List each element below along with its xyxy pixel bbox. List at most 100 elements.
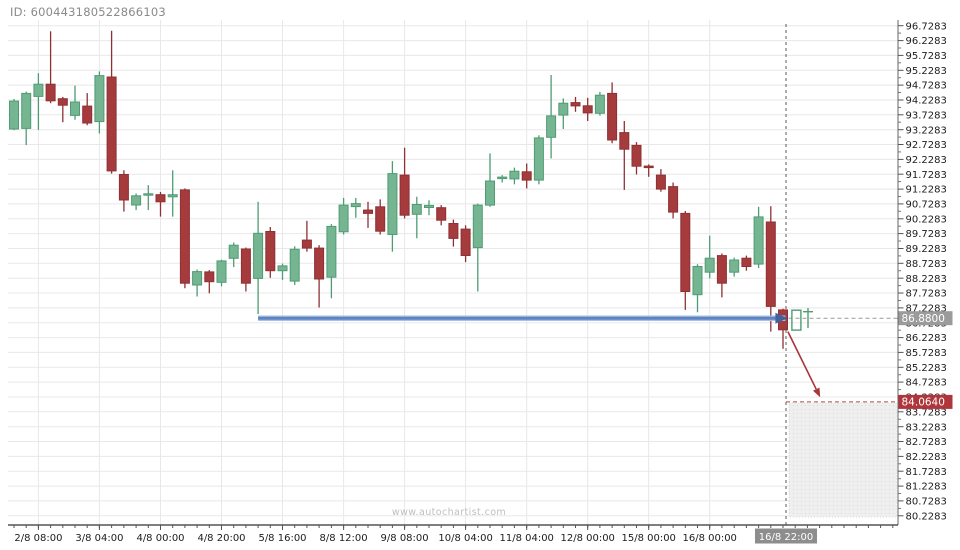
svg-text:4/8 20:00: 4/8 20:00: [197, 533, 245, 544]
candle: [350, 197, 361, 218]
svg-text:88.7283: 88.7283: [906, 259, 947, 270]
svg-text:2/8 08:00: 2/8 08:00: [14, 533, 62, 544]
svg-text:86.2283: 86.2283: [906, 333, 947, 344]
svg-text:5/8 16:00: 5/8 16:00: [258, 533, 306, 544]
candle: [546, 75, 557, 159]
price-label-forecast: 84.0640: [898, 394, 953, 409]
candle: [118, 170, 129, 212]
candle: [289, 246, 300, 285]
svg-text:96.7283: 96.7283: [906, 21, 947, 32]
candle: [228, 242, 239, 268]
candle: [106, 30, 117, 174]
svg-text:85.7283: 85.7283: [906, 348, 947, 359]
candle: [643, 164, 654, 177]
svg-text:83.7283: 83.7283: [906, 407, 947, 418]
svg-text:89.7283: 89.7283: [906, 229, 947, 240]
gridlines: [8, 20, 898, 525]
candle: [240, 247, 251, 292]
candle: [70, 85, 80, 120]
candle: [411, 196, 422, 239]
svg-text:94.2283: 94.2283: [906, 96, 947, 107]
candle: [167, 170, 178, 217]
candle: [765, 206, 776, 332]
forecast-candle-cross: [803, 308, 813, 328]
candle: [619, 121, 630, 190]
pattern-id-label: ID: 600443180522866103: [10, 5, 166, 19]
svg-text:3/8 04:00: 3/8 04:00: [75, 533, 123, 544]
svg-text:80.2283: 80.2283: [906, 511, 947, 522]
candle: [533, 135, 544, 185]
svg-text:93.7283: 93.7283: [906, 110, 947, 121]
candle: [558, 98, 569, 129]
svg-text:86.8800: 86.8800: [902, 313, 945, 325]
svg-text:4/8 00:00: 4/8 00:00: [136, 533, 184, 544]
candle: [594, 91, 605, 116]
x-axis: 2/8 08:00 3/8 04:00 4/8 00:00 4/8 20:00 5/8 …: [8, 524, 898, 544]
arrowhead-icon: [813, 387, 821, 398]
svg-text:91.7283: 91.7283: [906, 170, 947, 181]
svg-text:81.2283: 81.2283: [906, 482, 947, 493]
svg-text:91.2283: 91.2283: [906, 185, 947, 196]
candle: [582, 97, 593, 121]
y-axis: 96.7283 96.2283 95.7283 95.2283 94.7283 94.22…: [897, 20, 947, 525]
candle: [570, 96, 581, 112]
candle: [399, 147, 410, 219]
svg-text:96.2283: 96.2283: [906, 36, 947, 47]
candle: [82, 93, 93, 126]
candle: [131, 193, 142, 211]
svg-text:82.7283: 82.7283: [906, 437, 947, 448]
candle: [460, 225, 471, 263]
candle: [155, 192, 166, 217]
candle: [521, 163, 532, 189]
svg-text:16/8 00:00: 16/8 00:00: [682, 533, 736, 544]
svg-text:84.7283: 84.7283: [906, 378, 947, 389]
candle: [680, 211, 691, 310]
candle: [363, 201, 373, 228]
svg-text:95.7283: 95.7283: [906, 51, 947, 62]
candle: [729, 257, 740, 277]
support-trendline: [258, 312, 788, 324]
svg-text:83.2283: 83.2283: [906, 422, 947, 433]
candle: [204, 270, 215, 294]
candlestick-series: [9, 30, 788, 349]
candle: [692, 264, 703, 313]
svg-text:11/8 04:00: 11/8 04:00: [499, 533, 553, 544]
svg-text:8/8 12:00: 8/8 12:00: [320, 533, 368, 544]
candle: [253, 201, 264, 315]
svg-text:10/8 04:00: 10/8 04:00: [438, 533, 492, 544]
forecast-target-zone: [788, 402, 897, 518]
price-label-current: 86.8800: [898, 311, 953, 326]
candle: [33, 73, 44, 130]
candle: [436, 205, 447, 226]
svg-text:92.7283: 92.7283: [906, 140, 947, 151]
svg-text:90.7283: 90.7283: [906, 200, 947, 211]
candle: [607, 82, 618, 144]
svg-text:12/8 00:00: 12/8 00:00: [560, 533, 614, 544]
forecast-candle-hollow: [791, 309, 802, 331]
candle: [338, 197, 349, 235]
candle: [94, 71, 105, 134]
candle: [301, 220, 312, 252]
candle: [716, 253, 727, 298]
svg-text:15/8 00:00: 15/8 00:00: [621, 533, 675, 544]
candle: [179, 188, 190, 289]
candle: [509, 167, 520, 185]
candle: [472, 203, 483, 292]
candle: [485, 153, 495, 207]
svg-text:90.2283: 90.2283: [906, 214, 947, 225]
forecast-candles: [791, 308, 813, 331]
candle: [655, 169, 666, 192]
svg-text:84.0640: 84.0640: [902, 397, 945, 409]
candle: [192, 269, 203, 297]
candle: [21, 91, 32, 146]
candle: [448, 219, 459, 247]
svg-text:88.2283: 88.2283: [906, 274, 947, 285]
candle: [387, 161, 398, 252]
candle: [631, 142, 642, 175]
time-label-current: 16/8 22:00: [755, 528, 817, 544]
candle: [57, 96, 68, 123]
svg-text:9/8 08:00: 9/8 08:00: [381, 533, 429, 544]
candle: [424, 200, 434, 216]
candle: [704, 235, 715, 279]
